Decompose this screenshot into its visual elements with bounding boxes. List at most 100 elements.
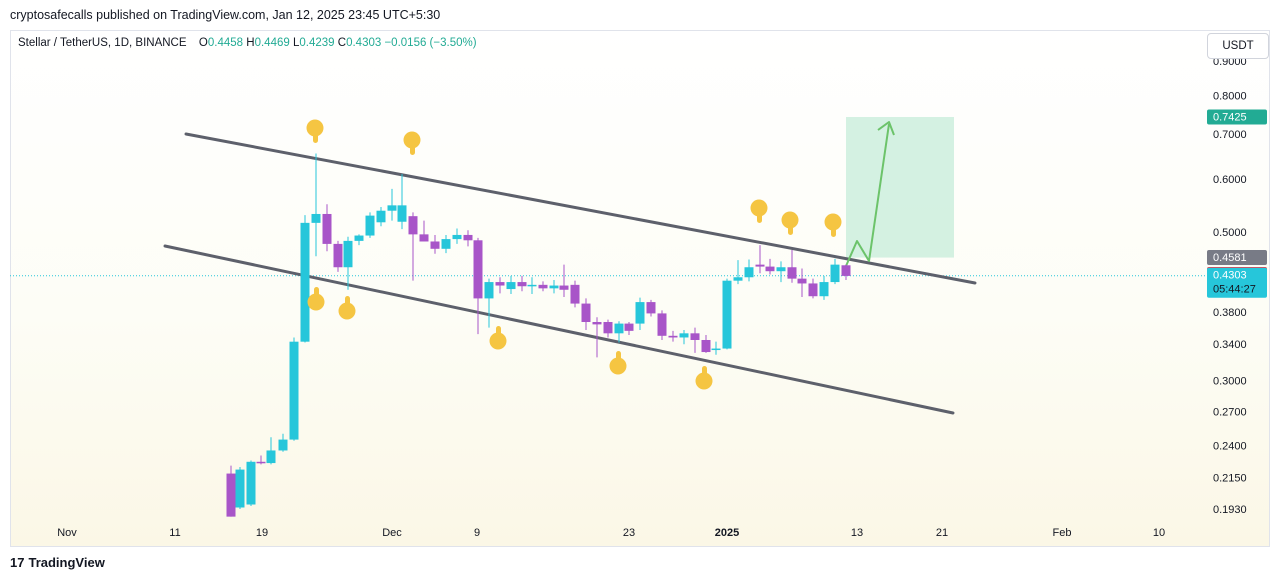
price-tag-label: 0.4581 [1213,252,1247,264]
candle [701,334,711,353]
y-tick-label: 0.1930 [1213,504,1247,516]
publish-header: cryptosafecalls published on TradingView… [0,0,1280,30]
pointing-up-icon [489,326,507,350]
candle [549,279,559,294]
candle-body [570,284,580,304]
candle [755,245,765,274]
candle [226,465,236,517]
hand-finger [831,225,836,237]
candle [592,317,602,358]
brand-label: TradingView [28,555,105,570]
hand-finger [788,223,793,235]
candle [495,277,505,294]
candle [256,455,266,465]
candle [387,188,397,221]
candle-body [289,341,299,440]
pointing-down-icon [403,131,421,155]
candle-body [463,234,473,241]
x-tick-label: 13 [851,527,863,539]
hand-finger [757,211,762,223]
candle [484,278,494,328]
candle-body [235,469,245,508]
low-label: L [292,37,300,49]
candle-body [755,264,765,267]
candle-body [408,216,418,235]
x-tick-label: 9 [474,527,480,539]
candle-body [614,323,624,334]
candle-body [787,267,797,279]
hand-palm [306,119,324,137]
candle [463,230,473,247]
price-tag-gray: 0.4581 [1207,249,1267,265]
price-tag-label: 0.7425 [1213,111,1247,123]
candle [452,228,462,244]
candle-body [322,213,332,244]
tradingview-logo-icon: 17 [10,555,25,570]
candle-body [419,234,429,242]
y-tick-label: 0.2150 [1213,473,1247,485]
hand-palm [307,293,325,311]
upper-channel-line [184,132,977,285]
hand-finger [313,131,318,143]
candle-body [300,222,310,342]
candle [419,220,429,242]
candle [744,259,754,282]
candle-body [365,215,375,236]
candle-body [830,264,840,283]
candle-body [733,277,743,281]
candle [722,278,732,350]
candle-body [387,205,397,211]
hand-finger [314,287,319,299]
candle [559,264,569,297]
candle [668,330,678,342]
tradingview-brand[interactable]: 17 TradingView [10,555,105,570]
pointing-down-icon [306,119,324,143]
candle-body [333,243,343,268]
candle-body [376,210,386,223]
candle [797,268,807,297]
candle [624,322,634,335]
candle-body [624,323,634,331]
candle-body [841,265,851,276]
close-label: C [337,37,347,49]
open-value: 0.4458 [207,37,244,49]
hand-palm [403,131,421,149]
candle [841,264,851,280]
candle-body [266,450,276,464]
candle [538,281,548,292]
candle-body [559,285,569,290]
price-tag-label: 0.4303 [1213,270,1247,282]
candle-body [256,461,266,464]
chart-frame[interactable] [10,30,1270,547]
candle [581,298,591,331]
hand-palm [750,199,768,217]
hand-palm [338,302,356,320]
currency-selector[interactable]: USDT [1207,33,1269,59]
candle-body [797,278,807,284]
pointing-up-icon [307,287,325,311]
x-tick-label: Nov [57,527,77,539]
candle-body [701,339,711,353]
candle [808,278,818,299]
y-tick-label: 0.3800 [1213,307,1247,319]
candle [235,466,245,509]
channel-lines [10,121,1205,415]
candle-body [517,282,527,287]
hand-palm [824,213,842,231]
candle [397,174,407,230]
lower-channel-line [163,244,955,415]
candle [441,234,451,254]
candle-body [744,267,754,278]
y-tick-label: 0.8000 [1213,90,1247,102]
candle-body [354,235,364,241]
hand-palm [489,332,507,350]
candle-body [657,313,667,336]
candle-body [430,241,440,249]
candle-body [808,283,818,297]
candle [711,341,721,355]
x-tick-label: Dec [382,527,402,539]
price-tag-bg [1207,109,1267,125]
price-tag-bg [1207,249,1267,265]
candle-body [538,284,548,289]
